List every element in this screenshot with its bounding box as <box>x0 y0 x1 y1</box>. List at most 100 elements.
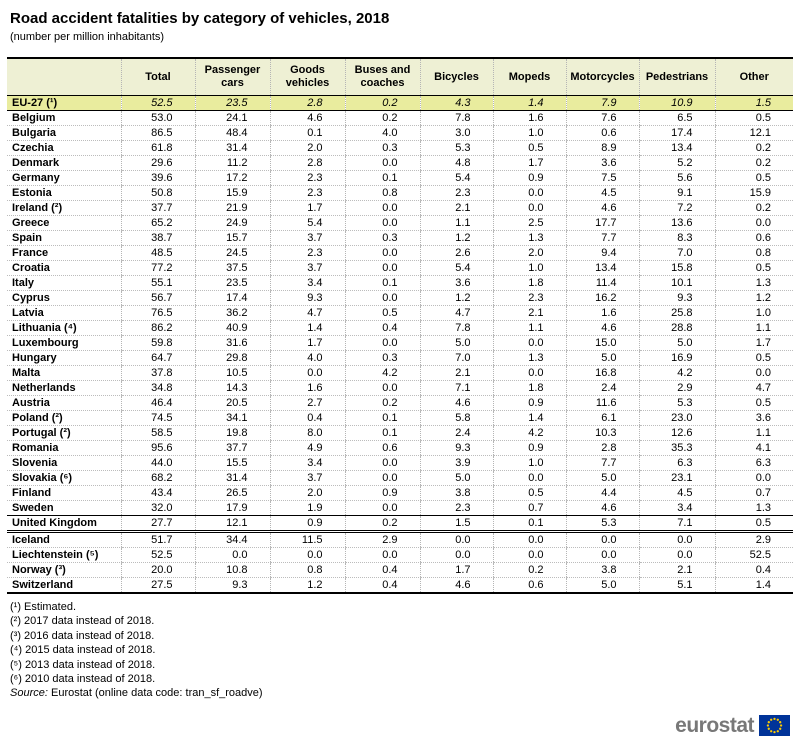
value-cell: 0.1 <box>344 425 420 441</box>
country-label: Lithuania (⁴) <box>7 320 121 336</box>
value-cell: 6.3 <box>714 455 793 471</box>
value-cell: 0.3 <box>344 140 420 156</box>
value-cell: 10.1 <box>638 275 715 291</box>
value-cell: 0.0 <box>492 185 566 201</box>
table-row: Ireland (²) 37.7 21.9 1.7 0.0 2.1 0.0 4.6 7.2 0.2 <box>7 200 793 216</box>
table-row: Italy 55.1 23.5 3.4 0.1 3.6 1.8 11.4 10.1 1.3 <box>7 275 793 291</box>
value-cell: 1.7 <box>492 155 566 171</box>
value-cell: 10.5 <box>194 365 270 381</box>
column-header: Motorcycles <box>565 57 639 96</box>
table-row: Greece 65.2 24.9 5.4 0.0 1.1 2.5 17.7 13.6 0.0 <box>7 215 793 231</box>
value-cell: 37.7 <box>120 200 195 216</box>
value-cell: 7.7 <box>565 230 639 246</box>
table-row: Denmark 29.6 11.2 2.8 0.0 4.8 1.7 3.6 5.2 0.2 <box>7 155 793 171</box>
value-cell: 16.2 <box>565 290 639 306</box>
value-cell: 3.6 <box>419 275 493 291</box>
value-cell: 10.9 <box>638 95 715 111</box>
value-cell: 2.0 <box>269 485 345 501</box>
table-row: Latvia 76.5 36.2 4.7 0.5 4.7 2.1 1.6 25.8 1.0 <box>7 305 793 321</box>
value-cell: 7.1 <box>419 380 493 396</box>
value-cell: 8.3 <box>638 230 715 246</box>
value-cell: 86.5 <box>120 125 195 141</box>
value-cell: 1.2 <box>269 577 345 594</box>
value-cell: 4.6 <box>565 500 639 516</box>
value-cell: 5.0 <box>419 470 493 486</box>
value-cell: 55.1 <box>120 275 195 291</box>
table-row: EU-27 (¹) 52.5 23.5 2.8 0.2 4.3 1.4 7.9 10.9 1.5 <box>7 95 793 111</box>
value-cell: 0.0 <box>344 260 420 276</box>
value-cell: 2.1 <box>419 200 493 216</box>
column-header: Passenger cars <box>194 57 270 96</box>
value-cell: 0.9 <box>492 440 566 456</box>
footnote: (⁵) 2013 data instead of 2018. <box>10 658 156 671</box>
footnote: (⁴) 2015 data instead of 2018. <box>10 644 156 657</box>
table-row: Liechtenstein (⁵) 52.5 0.0 0.0 0.0 0.0 0.0 0.0 0… <box>7 547 793 563</box>
value-cell: 2.3 <box>269 170 345 186</box>
value-cell: 0.1 <box>344 170 420 186</box>
value-cell: 20.5 <box>194 395 270 411</box>
value-cell: 5.0 <box>565 470 639 486</box>
value-cell: 61.8 <box>120 140 195 156</box>
value-cell: 0.4 <box>344 577 420 594</box>
value-cell: 11.6 <box>565 395 639 411</box>
value-cell: 0.0 <box>714 470 793 486</box>
table-row: Finland 43.4 26.5 2.0 0.9 3.8 0.5 4.4 4.5 0.7 <box>7 485 793 501</box>
value-cell: 50.8 <box>120 185 195 201</box>
value-cell: 0.2 <box>344 395 420 411</box>
table-row: Portugal (²) 58.5 19.8 8.0 0.1 2.4 4.2 10.3 12.6… <box>7 425 793 441</box>
value-cell: 4.9 <box>269 440 345 456</box>
value-cell: 7.0 <box>638 245 715 261</box>
value-cell: 37.8 <box>120 365 195 381</box>
value-cell: 4.6 <box>419 577 493 594</box>
value-cell: 23.5 <box>194 95 270 111</box>
value-cell: 0.6 <box>565 125 639 141</box>
value-cell: 3.8 <box>565 562 639 578</box>
value-cell: 0.1 <box>492 515 566 533</box>
value-cell: 74.5 <box>120 410 195 426</box>
value-cell: 1.3 <box>492 230 566 246</box>
value-cell: 1.1 <box>714 425 793 441</box>
value-cell: 0.0 <box>492 200 566 216</box>
value-cell: 16.8 <box>565 365 639 381</box>
column-header: Buses and coaches <box>344 57 420 96</box>
value-cell: 0.3 <box>344 230 420 246</box>
value-cell: 15.0 <box>565 335 639 351</box>
country-label: Italy <box>7 275 121 291</box>
value-cell: 5.6 <box>638 170 715 186</box>
value-cell: 2.7 <box>269 395 345 411</box>
value-cell: 34.1 <box>194 410 270 426</box>
value-cell: 3.4 <box>269 275 345 291</box>
value-cell: 25.8 <box>638 305 715 321</box>
value-cell: 7.7 <box>565 455 639 471</box>
country-label: Austria <box>7 395 121 411</box>
value-cell: 6.3 <box>638 455 715 471</box>
value-cell: 2.1 <box>638 562 715 578</box>
value-cell: 52.5 <box>120 547 195 563</box>
value-cell: 2.1 <box>419 365 493 381</box>
country-label: Switzerland <box>7 577 121 594</box>
table-row: Estonia 50.8 15.9 2.3 0.8 2.3 0.0 4.5 9.1 15.9 <box>7 185 793 201</box>
value-cell: 0.7 <box>714 485 793 501</box>
value-cell: 1.5 <box>419 515 493 533</box>
value-cell: 0.0 <box>269 365 345 381</box>
value-cell: 3.0 <box>419 125 493 141</box>
country-label: Romania <box>7 440 121 456</box>
value-cell: 15.7 <box>194 230 270 246</box>
value-cell: 38.7 <box>120 230 195 246</box>
value-cell: 0.7 <box>492 500 566 516</box>
value-cell: 3.8 <box>419 485 493 501</box>
source-line: Source: Eurostat (online data code: tran… <box>10 686 263 700</box>
value-cell: 1.6 <box>492 110 566 126</box>
value-cell: 51.7 <box>120 531 195 548</box>
column-header: Goods vehicles <box>269 57 345 96</box>
table-row: Slovakia (⁶) 68.2 31.4 3.7 0.0 5.0 0.0 5.0 23.1 0… <box>7 470 793 486</box>
value-cell: 0.1 <box>344 275 420 291</box>
fatalities-table: Total Passenger cars Goods vehicles Buses a… <box>7 57 793 594</box>
value-cell: 1.8 <box>492 275 566 291</box>
value-cell: 11.4 <box>565 275 639 291</box>
value-cell: 2.3 <box>419 185 493 201</box>
value-cell: 14.3 <box>194 380 270 396</box>
value-cell: 4.2 <box>344 365 420 381</box>
value-cell: 0.0 <box>269 547 345 563</box>
